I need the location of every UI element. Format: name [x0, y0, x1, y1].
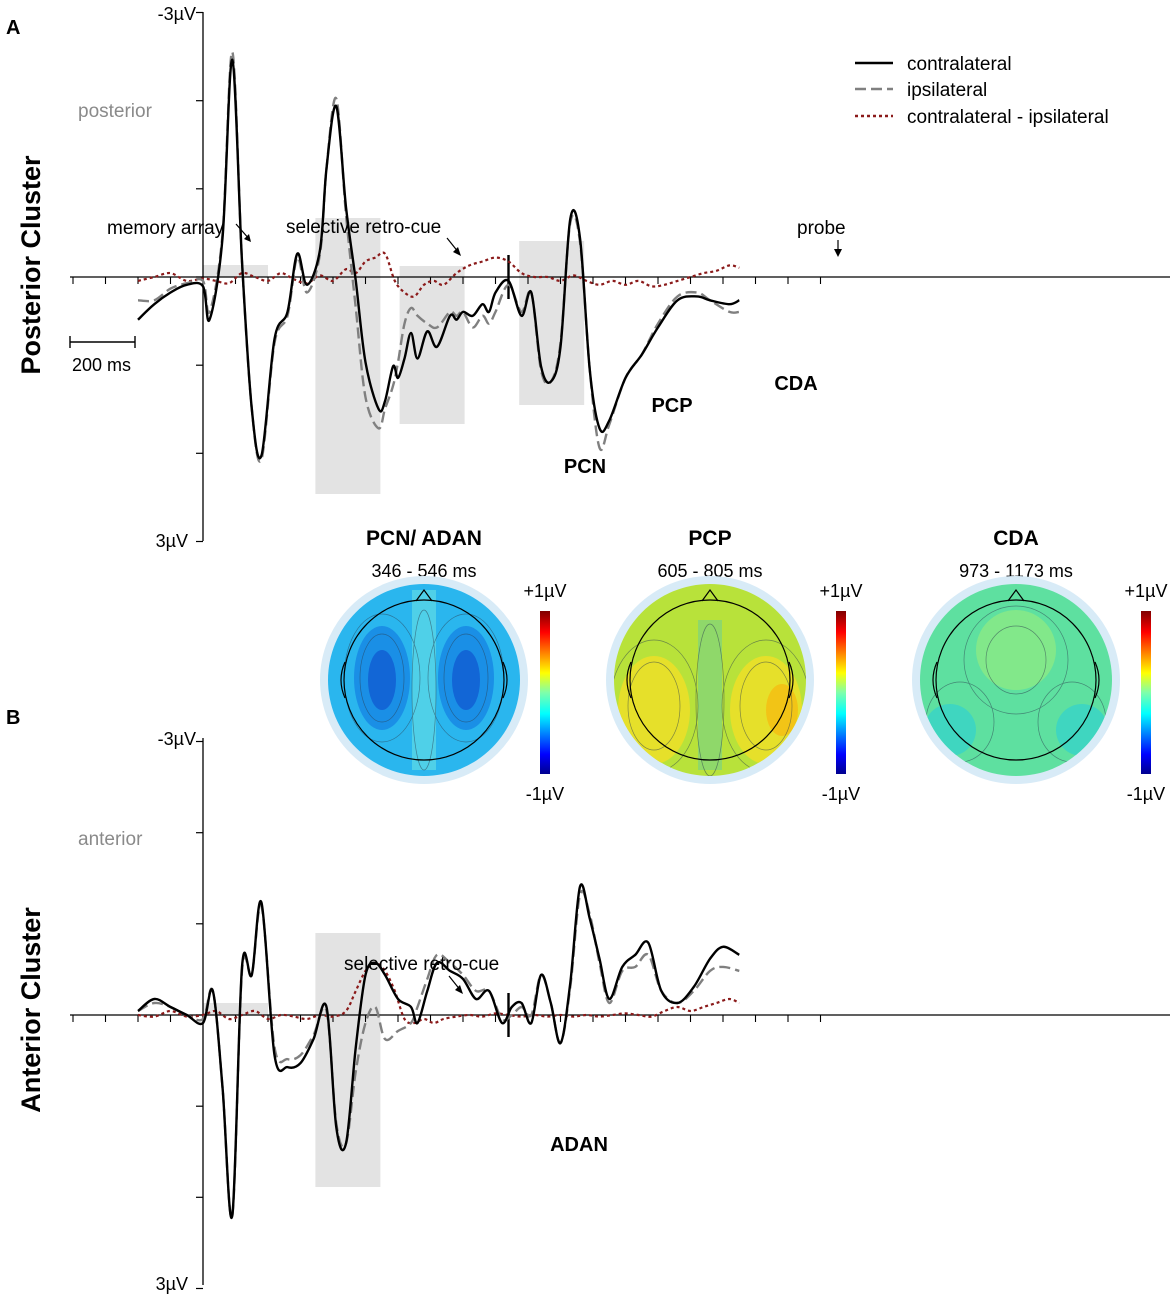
topomap-range-pcn-adan: 346 - 546 ms — [371, 561, 476, 581]
topomap-range-cda: 973 - 1173 ms — [959, 561, 1073, 581]
arrowhead-probe — [834, 249, 842, 257]
colorbar-max-0: +1µV — [524, 581, 567, 601]
axes-b — [70, 738, 1170, 1290]
topomap-scalp-2 — [920, 584, 1112, 776]
topomap-cda: CDA 973 - 1173 ms +1µV -1µV — [912, 527, 1167, 804]
topomap-ear-left-2 — [932, 661, 938, 699]
axes-a — [70, 11, 1170, 543]
scale-bar-label: 200 ms — [72, 355, 131, 375]
y-bottom-label-b: 3µV — [156, 1274, 188, 1294]
topomap-pcn-adan: PCN/ ADAN 346 - 546 ms +1µ — [320, 527, 566, 804]
topomap-midline-0 — [412, 590, 436, 770]
component-label-pcp: PCP — [651, 395, 692, 417]
topomap-core-left-0 — [368, 650, 396, 710]
topomap-ear-right-2 — [1094, 661, 1100, 699]
topomap-nose-2 — [1007, 588, 1025, 602]
topomap-head-outline-1 — [629, 599, 791, 761]
arrowhead-memory-array — [244, 234, 251, 242]
topomap-blob-center-2 — [976, 610, 1056, 690]
posterior-cluster-title: Posterior Cluster — [16, 155, 46, 375]
arrowhead-retro-cue-b — [455, 985, 463, 994]
component-label-cda: CDA — [774, 373, 817, 395]
topomap-ear-right-1 — [788, 661, 794, 699]
y-bottom-label-a: 3µV — [156, 531, 188, 551]
topomap-title-cda: CDA — [993, 527, 1039, 550]
colorbar-min-2: -1µV — [1127, 784, 1165, 804]
topomaps: PCN/ ADAN 346 - 546 ms +1µ — [320, 527, 1167, 804]
arrowhead-retro-cue-a — [453, 247, 461, 256]
topomap-pcp: PCP 605 - 805 ms +1µV -1µV — [606, 527, 862, 804]
colorbar-1 — [836, 611, 846, 774]
event-bar-memory-array-a — [203, 265, 268, 277]
component-label-adan: ADAN — [550, 1134, 608, 1156]
series-contralateral-a — [137, 58, 740, 460]
colorbar-min-1: -1µV — [822, 784, 860, 804]
annotation-probe: probe — [797, 218, 846, 239]
topomap-title-pcp: PCP — [688, 527, 731, 550]
topomap-scalp-1 — [614, 584, 806, 776]
colorbar-max-1: +1µV — [820, 581, 863, 601]
region-label-posterior: posterior — [78, 101, 153, 122]
topomap-midline-1 — [698, 620, 722, 770]
topomap-range-pcp: 605 - 805 ms — [657, 561, 762, 581]
colorbar-2 — [1141, 611, 1151, 774]
legend: contralateral ipsilateral contralateral … — [855, 54, 1109, 128]
series-contralateral-b — [137, 883, 740, 1220]
y-top-label-a: -3µV — [158, 4, 196, 24]
topomap-nose-0 — [415, 588, 433, 602]
topomap-title-pcn-adan: PCN/ ADAN — [366, 527, 482, 550]
topomap-ear-left-0 — [340, 661, 346, 699]
topomap-nose-1 — [701, 588, 719, 602]
scale-bar: 200 ms — [69, 336, 136, 375]
shade-adan — [315, 933, 381, 1187]
colorbar-0 — [540, 611, 550, 774]
topomap-core-right-0 — [452, 650, 480, 710]
topomap-head-outline-2 — [935, 599, 1097, 761]
colorbar-min-0: -1µV — [526, 784, 564, 804]
series-difference-b — [137, 961, 740, 1025]
annotation-retro-cue-a: selective retro-cue — [286, 217, 441, 238]
anterior-cluster-title: Anterior Cluster — [16, 907, 46, 1113]
panel-letter-b: B — [6, 707, 20, 729]
annotation-memory-array: memory array — [107, 218, 225, 239]
topomap-ear-right-0 — [502, 661, 508, 699]
topomap-ear-left-1 — [626, 661, 632, 699]
panel-letter-a: A — [6, 17, 20, 39]
legend-label-ipsilateral: ipsilateral — [907, 80, 987, 101]
traces-a — [137, 50, 740, 463]
component-windows-b — [203, 933, 381, 1187]
annotation-retro-cue-b: selective retro-cue — [344, 954, 499, 975]
legend-label-contralateral: contralateral — [907, 54, 1012, 75]
region-label-anterior: anterior — [78, 829, 143, 850]
shade-pcp — [399, 266, 465, 424]
topomap-head-outline-0 — [343, 599, 505, 761]
component-label-pcn: PCN — [564, 456, 606, 478]
series-difference-a — [137, 251, 740, 298]
topomap-scalp-0 — [328, 584, 520, 776]
component-windows-a — [203, 218, 585, 494]
shade-cda — [519, 241, 585, 405]
y-top-label-b: -3µV — [158, 729, 196, 749]
legend-label-difference: contralateral - ipsilateral — [907, 107, 1109, 128]
shade-pcn — [315, 218, 381, 494]
colorbar-max-2: +1µV — [1125, 581, 1168, 601]
traces-b — [137, 883, 740, 1220]
topomap-blob-left-1 — [618, 656, 690, 764]
